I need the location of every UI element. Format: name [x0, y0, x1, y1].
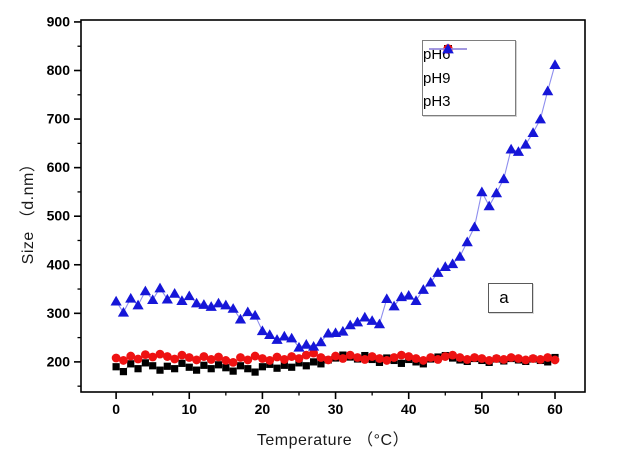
x-tick-label: 30 [328, 401, 344, 417]
x-tick-label: 20 [255, 401, 271, 417]
y-tick-label: 200 [47, 353, 71, 369]
ph3-triangle-marker-icon [429, 43, 467, 54]
y-tick-label: 700 [47, 111, 71, 127]
y-tick-label: 600 [47, 159, 71, 175]
plot-frame [80, 19, 586, 393]
y-tick-label: 900 [47, 13, 71, 29]
y-tick-label: 500 [47, 208, 71, 224]
y-axis-title: Size （d.nm） [20, 155, 37, 265]
legend-item-ph9: pH9 [423, 44, 515, 90]
y-tick-label: 300 [47, 305, 71, 321]
y-tick-label: 400 [47, 256, 71, 272]
legend-item-ph3: pH3 [423, 43, 515, 113]
panel-label: a [499, 288, 509, 307]
legend: pH6 pH9 pH3 [422, 40, 516, 116]
x-axis-title: Temperature （°C） [256, 432, 410, 449]
y-tick-label: 800 [47, 62, 71, 78]
x-tick-label: 60 [547, 401, 563, 417]
x-tick-label: 40 [401, 401, 417, 417]
legend-label-ph3: pH3 [423, 92, 451, 110]
series-pH9 [111, 348, 560, 367]
y-axis-ticks: 200 300 400 500 600 700 800 900 [47, 13, 81, 387]
x-tick-label: 0 [112, 401, 120, 417]
x-tick-label: 10 [181, 401, 197, 417]
x-axis-ticks: 0 10 20 30 40 50 60 [112, 392, 563, 417]
legend-label-ph9: pH9 [423, 69, 451, 87]
x-tick-label: 50 [474, 401, 490, 417]
series-pH3 [110, 59, 561, 352]
panel-label-box: a [488, 283, 533, 313]
